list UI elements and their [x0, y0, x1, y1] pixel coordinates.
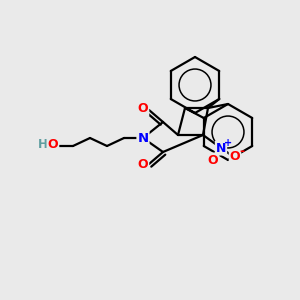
Text: -: -: [239, 146, 244, 158]
Text: O: O: [138, 158, 148, 172]
Text: O: O: [48, 139, 58, 152]
Text: N: N: [216, 142, 226, 154]
Text: +: +: [224, 138, 232, 148]
Text: H: H: [38, 139, 48, 152]
Text: O: O: [208, 154, 218, 166]
Text: N: N: [137, 131, 148, 145]
Text: O: O: [138, 103, 148, 116]
Text: O: O: [230, 151, 240, 164]
